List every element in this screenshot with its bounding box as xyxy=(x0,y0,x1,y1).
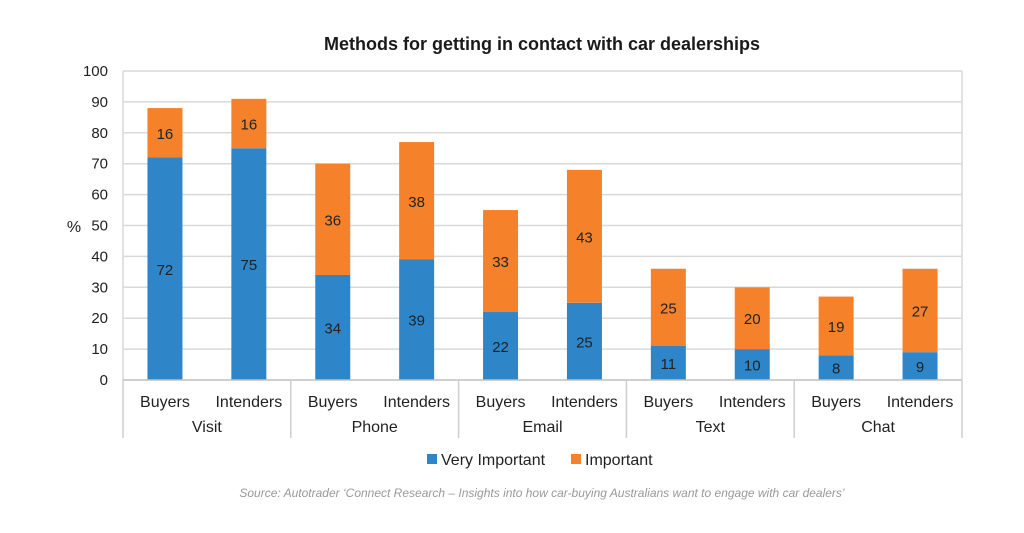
data-label: 8 xyxy=(832,361,840,378)
data-label: 25 xyxy=(576,334,593,351)
bar-segment-very-important xyxy=(399,259,435,380)
x-group-label: Visit xyxy=(192,419,222,436)
bar-segment-important xyxy=(231,98,267,149)
y-tick-label: 0 xyxy=(100,372,108,389)
y-tick-label: 30 xyxy=(91,279,108,296)
bar-segment-important xyxy=(147,108,183,158)
bar-segment-important xyxy=(734,287,770,350)
x-category-label: Buyers xyxy=(643,394,693,411)
legend-label-very-important: Very Important xyxy=(441,452,546,469)
data-label: 11 xyxy=(661,356,677,373)
bar-segment-important xyxy=(315,163,351,275)
bar-segment-important xyxy=(399,142,435,260)
y-tick-label: 90 xyxy=(91,94,108,111)
bar-segment-very-important xyxy=(734,349,770,380)
bars: 72 16 75 16 34 36 39 38 22 33 25 43 11 25 10 20 8 19 9 27 xyxy=(147,98,938,380)
chart-title: Methods for getting in contact with car … xyxy=(324,34,760,54)
bar-segment-very-important xyxy=(231,148,267,380)
x-category-label: Intenders xyxy=(551,394,618,411)
y-tick-label: 50 xyxy=(91,218,108,235)
x-category-label: Buyers xyxy=(308,394,358,411)
data-label: 27 xyxy=(912,303,929,320)
bar-segment-very-important xyxy=(902,352,938,380)
data-label: 22 xyxy=(492,339,509,356)
bar-segment-important xyxy=(566,169,602,303)
x-axis: Buyers Intenders Buyers Intenders Buyers Inte… xyxy=(122,379,963,438)
data-label: 36 xyxy=(324,212,341,229)
data-label: 39 xyxy=(408,313,425,330)
x-group-label: Phone xyxy=(352,419,398,436)
legend-swatch-very-important xyxy=(427,454,437,464)
bar-segment-very-important xyxy=(147,157,183,380)
y-tick-label: 80 xyxy=(91,125,108,142)
legend-label-important: Important xyxy=(585,452,653,469)
data-label: 20 xyxy=(744,311,761,328)
y-tick-label: 20 xyxy=(91,310,108,327)
data-label: 75 xyxy=(241,257,258,274)
x-group-label: Text xyxy=(696,419,726,436)
legend-swatch-important xyxy=(571,454,581,464)
y-tick-label: 60 xyxy=(91,187,108,204)
x-category-label: Intenders xyxy=(215,394,282,411)
bar-segment-important xyxy=(818,296,854,356)
data-label: 19 xyxy=(828,319,845,336)
x-group-label: Email xyxy=(522,419,562,436)
y-axis-label: % xyxy=(67,219,81,236)
bar-segment-important xyxy=(483,210,519,313)
bar-segment-important xyxy=(650,268,686,347)
x-group-label: Chat xyxy=(861,419,895,436)
y-axis: 0 10 20 30 40 50 60 70 80 90 100 xyxy=(83,63,108,389)
y-tick-label: 70 xyxy=(91,156,108,173)
y-tick-label: 100 xyxy=(83,63,108,80)
data-label: 9 xyxy=(916,359,924,376)
data-label: 34 xyxy=(324,320,341,337)
bar-segment-important xyxy=(902,268,938,353)
x-category-label: Intenders xyxy=(719,394,786,411)
y-tick-label: 10 xyxy=(91,341,108,358)
x-category-label: Intenders xyxy=(383,394,450,411)
data-label: 72 xyxy=(157,262,174,279)
bar-segment-very-important xyxy=(483,312,519,380)
bar-segment-very-important xyxy=(315,274,351,380)
data-label: 43 xyxy=(576,229,593,246)
x-category-label: Buyers xyxy=(811,394,861,411)
bar-segment-very-important xyxy=(566,302,602,380)
data-label: 33 xyxy=(492,254,509,271)
x-category-label: Intenders xyxy=(887,394,954,411)
x-category-label: Buyers xyxy=(140,394,190,411)
legend: Very Important Important xyxy=(427,452,653,469)
data-label: 16 xyxy=(241,117,258,134)
data-label: 10 xyxy=(744,358,761,375)
bar-segment-very-important xyxy=(818,355,854,380)
y-tick-label: 40 xyxy=(91,248,108,265)
bar-segment-very-important xyxy=(650,346,686,380)
data-label: 16 xyxy=(157,126,174,143)
x-category-label: Buyers xyxy=(476,394,526,411)
source-note: Source: Autotrader ‘Connect Research – I… xyxy=(239,486,845,500)
data-label: 38 xyxy=(408,194,425,211)
data-label: 25 xyxy=(660,300,677,317)
